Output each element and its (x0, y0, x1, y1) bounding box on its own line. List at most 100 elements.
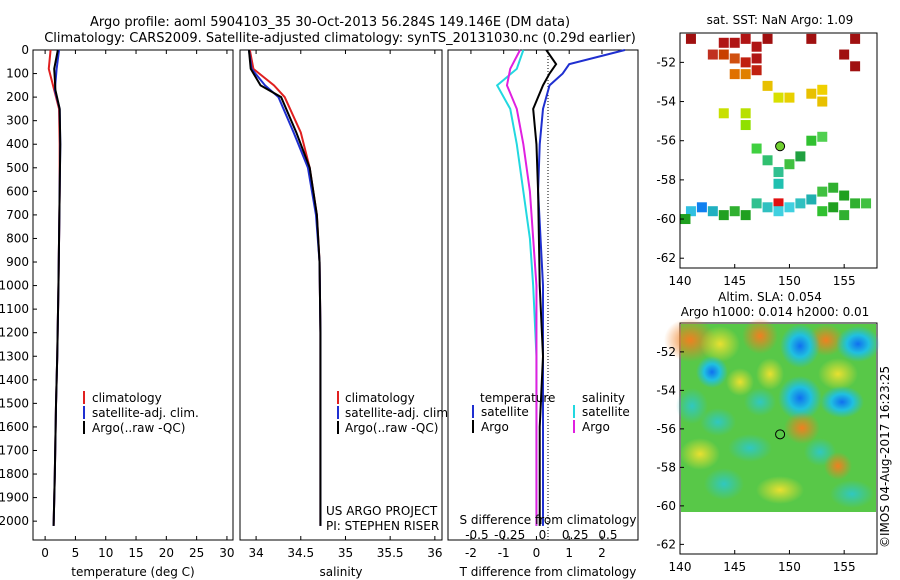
y-tick-label: 900 (6, 255, 29, 269)
sst-cell (817, 186, 828, 197)
sla-anomaly-blob (676, 388, 708, 424)
sst-cell (762, 155, 773, 166)
sst-map-axes: 140 145 150 155 -62 -60 -58 -56 -54 -52 (656, 55, 855, 288)
sla-anomaly-blob (700, 326, 740, 362)
x-tick-label: 5 (72, 546, 80, 560)
temperature-axes-frame (32, 49, 234, 541)
sst-cell (751, 53, 762, 64)
sla-anomaly-blob (818, 358, 858, 390)
map-x-tick-label: 145 (723, 274, 746, 288)
temperature-xlabel: temperature (deg C) (71, 565, 194, 579)
difference-series (495, 49, 626, 526)
sst-cell (773, 206, 784, 217)
sst-cell (751, 65, 762, 76)
sst-cell (718, 210, 729, 221)
sst-cell (817, 84, 828, 95)
sla-anomaly-blob (778, 376, 822, 420)
map-y-tick-label: -56 (656, 422, 676, 436)
sla-anomaly-blob (756, 358, 784, 390)
sla-anomaly-blob (696, 356, 728, 388)
project-line1: US ARGO PROJECT (326, 504, 438, 518)
temperature-legend-argo: Argo(..raw -QC) (92, 421, 185, 435)
y-tick-label: 1600 (0, 420, 29, 434)
salinity-x-axis: 34 34.5 35 35.5 36 (248, 50, 442, 560)
sst-cell (696, 202, 707, 213)
temperature-legend-satellite: satellite-adj. clim. (92, 406, 199, 420)
map-x-tick-label: 145 (723, 560, 746, 574)
sla-anomaly-blob (728, 434, 772, 462)
x-tick-label: 36 (427, 546, 442, 560)
map-y-tick-label: -60 (656, 499, 676, 513)
sst-cell (718, 49, 729, 60)
y-tick-label: 1400 (0, 373, 29, 387)
map-x-tick-label: 140 (669, 560, 692, 574)
sla-anomaly-blob (704, 468, 744, 500)
sst-cell (762, 202, 773, 213)
sst-cell (740, 120, 751, 131)
x-tick-label: 35.5 (377, 546, 404, 560)
sla-map-title: Altim. SLA: 0.054 (718, 290, 822, 304)
y-tick-label: 400 (6, 137, 29, 151)
sla-anomaly-blob (824, 452, 852, 480)
salinity-legend-argo: Argo(..raw -QC) (345, 421, 438, 435)
salinity-legend-climatology: climatology (345, 391, 415, 405)
depth-axis: 0 100 200 300 400 500 600 700 800 900 1000 1100 1200… (0, 43, 37, 528)
map-y-tick-label: -62 (656, 251, 676, 265)
y-tick-label: 1000 (0, 279, 29, 293)
x-tick-label: 2 (598, 546, 606, 560)
project-line2: PI: STEPHEN RISER (326, 519, 439, 533)
sla-map-axes: 140 145 150 155 -62 -60 -58 -56 -54 -52 (656, 345, 855, 574)
sst-cell (828, 182, 839, 193)
sst-cell (718, 108, 729, 119)
x-tick-label: 0 (533, 546, 541, 560)
sst-cell (685, 33, 696, 44)
x-tick-label: -1 (498, 546, 510, 560)
sst-cell (773, 198, 784, 209)
y-tick-label: 1900 (0, 491, 29, 505)
sst-cell (707, 49, 718, 60)
salinity-xlabel: salinity (319, 565, 362, 579)
sla-map-subtitle: Argo h1000: 0.014 h2000: 0.01 (681, 305, 870, 319)
salinity-panel: 34 34.5 35 35.5 36 salinity climatology sate… (239, 49, 452, 579)
series-line-temperature-argo (532, 49, 558, 526)
y-tick-label: 100 (6, 67, 29, 81)
sst-cell (806, 194, 817, 205)
sst-cell (828, 202, 839, 213)
series-line-argo-raw-qc- (247, 49, 322, 526)
y-tick-label: 1700 (0, 443, 29, 457)
y-tick-label: 1100 (0, 302, 29, 316)
series-line-argo-raw-qc- (52, 49, 62, 526)
sst-cell (729, 206, 740, 217)
temperature-panel: 0100200300400500600700800900100011001200… (0, 43, 235, 579)
x-top-tick-label: -0.25 (494, 528, 525, 542)
sst-cell (751, 41, 762, 52)
x-tick-label: 34.5 (287, 546, 314, 560)
x-top-tick-label: 0 (539, 528, 547, 542)
map-y-tick-label: -60 (656, 212, 676, 226)
map-y-tick-label: -58 (656, 460, 676, 474)
x-tick-label: 15 (128, 546, 143, 560)
map-y-tick-label: -54 (656, 383, 676, 397)
sst-cell (850, 33, 861, 44)
map-x-tick-label: 150 (778, 274, 801, 288)
sst-cell (795, 151, 806, 162)
sst-cells (680, 33, 872, 225)
sst-cell (762, 80, 773, 91)
sst-cell (729, 69, 740, 80)
y-tick-label: 0 (21, 43, 29, 57)
sla-argo-position-marker (775, 429, 786, 440)
series-line-temperature-satellite (537, 49, 626, 526)
sst-cell (751, 143, 762, 154)
sst-argo-position-marker (775, 141, 786, 152)
sst-cell (773, 178, 784, 189)
sst-map-panel: sat. SST: NaN Argo: 1.09 140 145 150 155 -62… (656, 13, 878, 288)
legend-sal-satellite: satellite (582, 405, 630, 419)
map-y-tick-label: -58 (656, 173, 676, 187)
legend-salinity-title: salinity (582, 391, 625, 405)
x-top-tick-label: 0.25 (562, 528, 589, 542)
sst-cell (839, 210, 850, 221)
sla-anomaly-blob (820, 386, 864, 418)
sla-anomaly-blob (744, 388, 776, 416)
y-tick-label: 1200 (0, 326, 29, 340)
